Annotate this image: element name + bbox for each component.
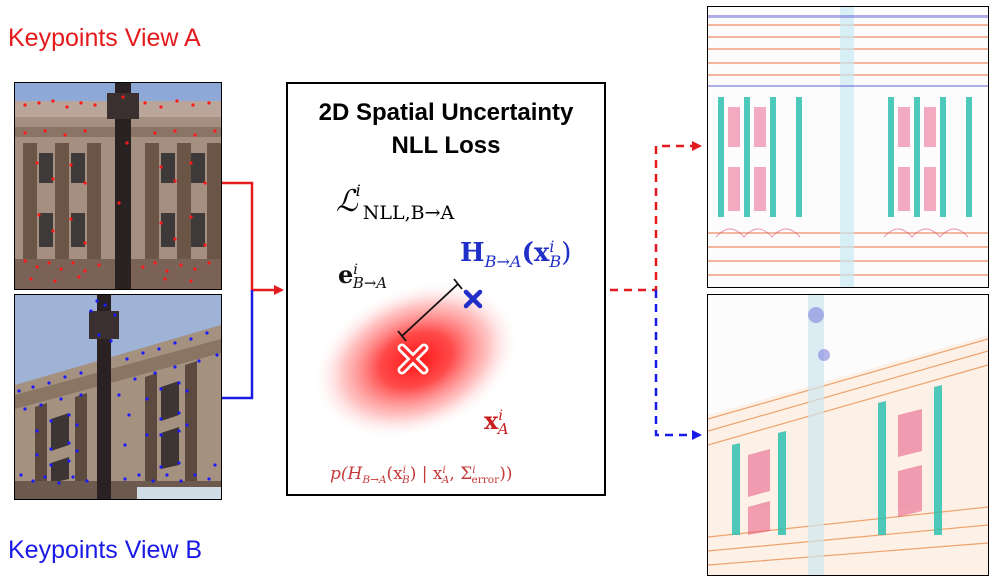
title-line-1: 2D Spatial Uncertainty bbox=[318, 99, 574, 126]
loss-superscript: i bbox=[355, 181, 361, 200]
loss-subscript: NLL,B→A bbox=[362, 202, 455, 224]
error-label: eiB→A bbox=[338, 260, 388, 293]
photo-view-a bbox=[14, 82, 222, 290]
title-line-2: NLL Loss bbox=[391, 132, 501, 159]
keypoint-label: xiA bbox=[484, 406, 509, 439]
nll-loss-panel: 2D Spatial Uncertainty NLL Loss ℒiNLL,B→… bbox=[286, 82, 606, 496]
arrow-view-b bbox=[222, 290, 254, 400]
uncertainty-map-view-b bbox=[707, 294, 989, 576]
arrow-output-b bbox=[654, 290, 702, 440]
arrow-view-a bbox=[222, 181, 284, 295]
uncertainty-plot bbox=[312, 278, 520, 440]
arrow-output-a bbox=[610, 141, 702, 292]
probability-formula: p(HB→A(xiB) | xiA, Σierror)) bbox=[330, 464, 513, 486]
homography-label: HB→A(xiB) bbox=[460, 237, 572, 271]
cross-circle-icon bbox=[397, 343, 429, 375]
keypoints-view-a-label: Keypoints View A bbox=[8, 24, 201, 52]
loss-formula: ℒiNLL,B→A bbox=[336, 181, 454, 224]
photo-view-b bbox=[14, 294, 222, 500]
uncertainty-map-view-a bbox=[707, 6, 989, 288]
keypoints-view-b-label: Keypoints View B bbox=[8, 536, 203, 564]
loss-symbol: ℒ bbox=[336, 184, 358, 219]
error-vector bbox=[401, 283, 459, 337]
panel-title: 2D Spatial Uncertainty NLL Loss bbox=[288, 96, 604, 162]
x-mark-icon bbox=[463, 289, 483, 309]
